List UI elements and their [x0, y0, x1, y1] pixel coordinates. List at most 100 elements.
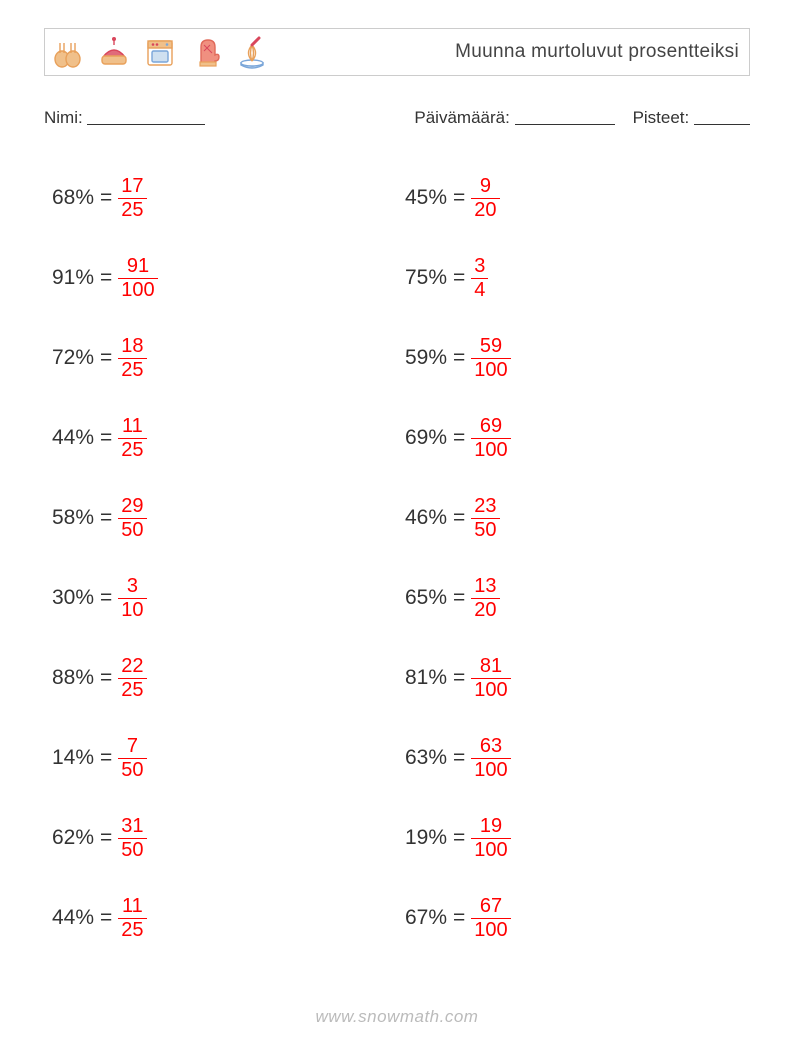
fraction: 59100: [471, 336, 510, 381]
fraction-numerator: 81: [477, 656, 505, 678]
percent-value: 65%: [405, 586, 447, 610]
fraction-numerator: 22: [118, 656, 146, 678]
fraction-numerator: 91: [124, 256, 152, 278]
problem-row: 75%=34: [397, 238, 750, 318]
equals-sign: =: [453, 826, 465, 850]
problem-row: 44%=1125: [44, 398, 397, 478]
date-line: [515, 108, 615, 125]
fraction-denominator: 25: [118, 198, 146, 221]
fraction-denominator: 100: [471, 918, 510, 941]
percent-value: 63%: [405, 746, 447, 770]
fraction: 67100: [471, 896, 510, 941]
footer-watermark: www.snowmath.com: [0, 1007, 794, 1027]
fraction-numerator: 63: [477, 736, 505, 758]
problem-row: 72%=1825: [44, 318, 397, 398]
worksheet-title: Muunna murtoluvut prosentteiksi: [455, 41, 739, 63]
meta-row: Nimi: Päivämäärä: Pisteet:: [44, 106, 750, 128]
fraction-numerator: 13: [471, 576, 499, 598]
percent-value: 62%: [52, 826, 94, 850]
equals-sign: =: [100, 186, 112, 210]
equals-sign: =: [453, 266, 465, 290]
name-line: [87, 108, 205, 125]
fraction-denominator: 20: [471, 598, 499, 621]
problems-column-right: 45%=92075%=3459%=5910069%=6910046%=23506…: [397, 158, 750, 958]
score-label: Pisteet:: [633, 108, 690, 127]
fraction-denominator: 20: [471, 198, 499, 221]
fraction-denominator: 100: [471, 678, 510, 701]
fraction: 2350: [471, 496, 499, 541]
fraction-denominator: 25: [118, 678, 146, 701]
fraction-numerator: 3: [471, 256, 488, 278]
equals-sign: =: [100, 906, 112, 930]
fraction-denominator: 100: [471, 358, 510, 381]
percent-value: 69%: [405, 426, 447, 450]
fraction: 920: [471, 176, 499, 221]
date-label: Päivämäärä:: [414, 108, 509, 127]
equals-sign: =: [453, 666, 465, 690]
problem-row: 68%=1725: [44, 158, 397, 238]
fraction-numerator: 69: [477, 416, 505, 438]
problem-row: 88%=2225: [44, 638, 397, 718]
percent-value: 75%: [405, 266, 447, 290]
fraction: 19100: [471, 816, 510, 861]
percent-value: 59%: [405, 346, 447, 370]
fraction-numerator: 29: [118, 496, 146, 518]
fraction-denominator: 100: [471, 438, 510, 461]
name-label: Nimi:: [44, 108, 83, 127]
equals-sign: =: [100, 826, 112, 850]
problem-row: 14%=750: [44, 718, 397, 798]
pie-icon: [95, 33, 133, 71]
fraction-denominator: 10: [118, 598, 146, 621]
fraction-denominator: 25: [118, 438, 146, 461]
fraction: 2950: [118, 496, 146, 541]
fraction-numerator: 3: [124, 576, 141, 598]
problem-row: 65%=1320: [397, 558, 750, 638]
equals-sign: =: [100, 506, 112, 530]
fraction: 63100: [471, 736, 510, 781]
percent-value: 45%: [405, 186, 447, 210]
equals-sign: =: [100, 266, 112, 290]
problem-row: 91%= 91100: [44, 238, 397, 318]
fraction-numerator: 7: [124, 736, 141, 758]
problem-row: 69%= 69100: [397, 398, 750, 478]
problem-row: 81%=81100: [397, 638, 750, 718]
fraction-denominator: 50: [118, 518, 146, 541]
equals-sign: =: [100, 586, 112, 610]
mitt-icon: [187, 33, 225, 71]
percent-value: 67%: [405, 906, 447, 930]
percent-value: 44%: [52, 426, 94, 450]
fraction-denominator: 50: [471, 518, 499, 541]
fraction-numerator: 31: [118, 816, 146, 838]
fraction-numerator: 9: [477, 176, 494, 198]
fraction-denominator: 25: [118, 358, 146, 381]
equals-sign: =: [453, 426, 465, 450]
fraction-denominator: 100: [118, 278, 157, 301]
fraction: 2225: [118, 656, 146, 701]
equals-sign: =: [100, 426, 112, 450]
percent-value: 19%: [405, 826, 447, 850]
equals-sign: =: [453, 906, 465, 930]
equals-sign: =: [453, 186, 465, 210]
fraction-numerator: 19: [477, 816, 505, 838]
fraction: 1725: [118, 176, 146, 221]
equals-sign: =: [453, 506, 465, 530]
problem-row: 44%=1125: [44, 878, 397, 958]
fraction: 1320: [471, 576, 499, 621]
fraction: 1125: [118, 896, 146, 941]
percent-value: 14%: [52, 746, 94, 770]
fraction-denominator: 100: [471, 758, 510, 781]
fraction-denominator: 50: [118, 838, 146, 861]
percent-value: 88%: [52, 666, 94, 690]
equals-sign: =: [100, 746, 112, 770]
bread-icon: [49, 33, 87, 71]
fraction: 750: [118, 736, 146, 781]
problem-row: 62%= 3150: [44, 798, 397, 878]
fraction-denominator: 25: [118, 918, 146, 941]
whisk-icon: [233, 33, 271, 71]
fraction: 310: [118, 576, 146, 621]
equals-sign: =: [453, 586, 465, 610]
problem-row: 63%=63100: [397, 718, 750, 798]
problem-row: 58%=2950: [44, 478, 397, 558]
fraction-numerator: 11: [119, 896, 146, 918]
percent-value: 91%: [52, 266, 94, 290]
